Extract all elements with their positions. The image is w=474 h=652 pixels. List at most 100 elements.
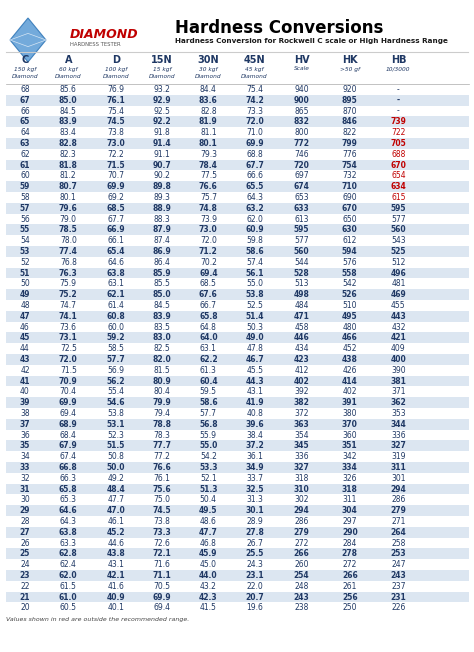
Text: Diamond: Diamond <box>241 74 268 80</box>
Text: 304: 304 <box>342 506 358 515</box>
Text: 294: 294 <box>391 484 406 494</box>
Text: 47.0: 47.0 <box>106 506 125 515</box>
Text: 697: 697 <box>294 171 309 181</box>
Text: 70.7: 70.7 <box>107 171 124 181</box>
Text: 86.9: 86.9 <box>153 247 172 256</box>
Bar <box>6 484 469 494</box>
Text: 70.4: 70.4 <box>60 387 77 396</box>
Text: 34.9: 34.9 <box>246 463 264 472</box>
Text: 64.3: 64.3 <box>246 193 263 202</box>
Text: 81.9: 81.9 <box>199 117 218 126</box>
Text: 55.0: 55.0 <box>199 441 218 451</box>
Text: 73.1: 73.1 <box>59 333 78 342</box>
Text: 44.0: 44.0 <box>199 571 218 580</box>
Text: 391: 391 <box>342 398 358 407</box>
Text: 58.6: 58.6 <box>246 247 264 256</box>
Text: 272: 272 <box>343 560 357 569</box>
Text: Hardness Conversion for Rockwell C scale or High Hardness Range: Hardness Conversion for Rockwell C scale… <box>175 38 448 44</box>
Text: 50.3: 50.3 <box>246 323 263 331</box>
Text: 27: 27 <box>19 527 30 537</box>
Text: 80.7: 80.7 <box>59 182 78 191</box>
Text: 91.4: 91.4 <box>153 139 171 148</box>
Text: 612: 612 <box>343 236 357 245</box>
Text: 498: 498 <box>294 290 310 299</box>
Text: 50.8: 50.8 <box>107 452 124 461</box>
Text: 576: 576 <box>342 258 357 267</box>
Text: 342: 342 <box>343 452 357 461</box>
Text: 46.8: 46.8 <box>200 539 217 548</box>
Text: 409: 409 <box>391 344 406 353</box>
Text: 402: 402 <box>343 387 357 396</box>
Text: 77.5: 77.5 <box>200 171 217 181</box>
Text: 55.0: 55.0 <box>246 279 263 288</box>
Text: 512: 512 <box>391 258 406 267</box>
Text: 353: 353 <box>391 409 406 418</box>
Text: 83.0: 83.0 <box>153 333 172 342</box>
Text: 41.9: 41.9 <box>246 398 264 407</box>
Text: 75.9: 75.9 <box>60 279 77 288</box>
Text: 72.0: 72.0 <box>200 236 217 245</box>
Bar <box>6 591 469 602</box>
Bar <box>6 267 469 278</box>
Text: 42: 42 <box>20 366 30 375</box>
Text: 29: 29 <box>20 506 30 515</box>
Text: 266: 266 <box>294 549 310 558</box>
Text: 421: 421 <box>391 333 406 342</box>
Text: 76.3: 76.3 <box>59 269 78 278</box>
Text: HARDNESS TESTER: HARDNESS TESTER <box>70 42 120 46</box>
Text: 56: 56 <box>20 215 30 224</box>
Text: 297: 297 <box>343 517 357 526</box>
Text: 100 kgf: 100 kgf <box>105 67 127 72</box>
Text: 82.0: 82.0 <box>153 355 172 364</box>
Text: 822: 822 <box>343 128 357 137</box>
Text: D: D <box>112 55 120 65</box>
Text: 66.3: 66.3 <box>60 474 77 482</box>
Text: 615: 615 <box>391 193 406 202</box>
Text: 53.3: 53.3 <box>199 463 218 472</box>
Text: 62.1: 62.1 <box>107 290 125 299</box>
Text: 732: 732 <box>343 171 357 181</box>
Text: 49.5: 49.5 <box>199 506 218 515</box>
Text: 74.8: 74.8 <box>199 203 218 213</box>
Text: 35: 35 <box>20 441 30 451</box>
Text: 39.6: 39.6 <box>246 420 264 429</box>
Text: 654: 654 <box>391 171 406 181</box>
Text: 76.9: 76.9 <box>107 85 124 94</box>
Text: 710: 710 <box>342 182 358 191</box>
Text: Values shown in red are outside the recommended range.: Values shown in red are outside the reco… <box>6 617 189 622</box>
Text: 52.3: 52.3 <box>107 430 124 439</box>
Text: 63: 63 <box>20 139 30 148</box>
Text: 58.6: 58.6 <box>199 398 218 407</box>
Text: 311: 311 <box>391 463 406 472</box>
Text: 67.7: 67.7 <box>245 160 264 170</box>
Text: 544: 544 <box>294 258 309 267</box>
Text: 33: 33 <box>20 463 30 472</box>
Text: Diamond: Diamond <box>12 74 38 80</box>
Text: 311: 311 <box>343 496 357 504</box>
Text: 65.3: 65.3 <box>60 496 77 504</box>
Text: 39: 39 <box>20 398 30 407</box>
Text: 91.1: 91.1 <box>154 150 171 158</box>
Text: 799: 799 <box>342 139 358 148</box>
Text: 754: 754 <box>342 160 358 170</box>
Text: 372: 372 <box>294 409 309 418</box>
Text: 266: 266 <box>342 571 358 580</box>
Text: 78.5: 78.5 <box>59 226 78 234</box>
Text: 74.1: 74.1 <box>59 312 78 321</box>
Text: 43.1: 43.1 <box>107 560 124 569</box>
Text: 90.2: 90.2 <box>154 171 171 181</box>
Text: 64.8: 64.8 <box>200 323 217 331</box>
Text: 231: 231 <box>391 593 406 602</box>
Text: 83.9: 83.9 <box>153 312 172 321</box>
Text: 79.3: 79.3 <box>200 150 217 158</box>
Text: 50.4: 50.4 <box>200 496 217 504</box>
Text: 250: 250 <box>343 603 357 612</box>
Text: 53: 53 <box>20 247 30 256</box>
Text: 75.4: 75.4 <box>246 85 263 94</box>
Text: 71.0: 71.0 <box>246 128 263 137</box>
Text: 75.6: 75.6 <box>153 484 171 494</box>
Text: 80.1: 80.1 <box>199 139 218 148</box>
Text: C: C <box>21 55 28 65</box>
Text: 613: 613 <box>294 215 309 224</box>
Text: 746: 746 <box>294 150 309 158</box>
